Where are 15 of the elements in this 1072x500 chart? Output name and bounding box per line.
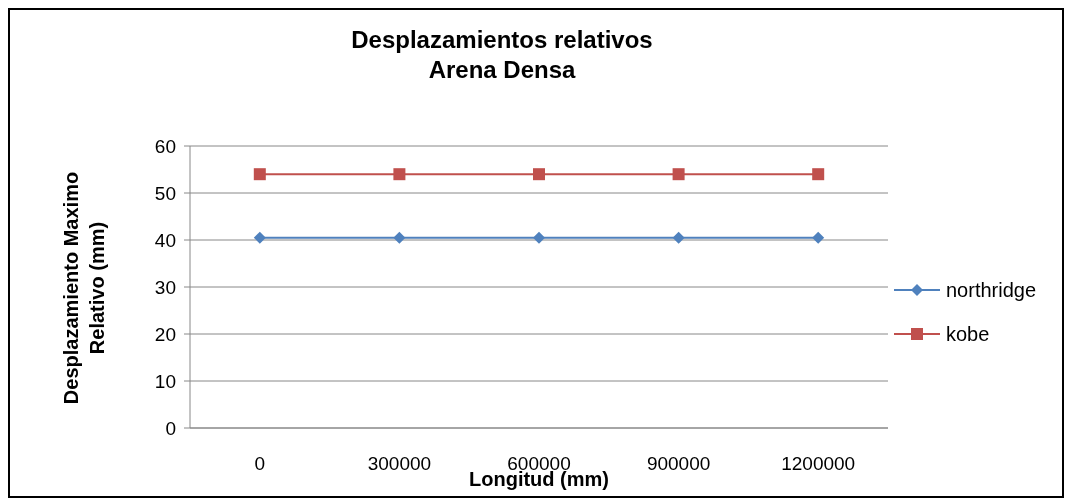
y-tick-label: 20 bbox=[154, 324, 176, 345]
y-tick-label: 60 bbox=[154, 136, 176, 157]
x-tick-label: 900000 bbox=[646, 453, 711, 474]
chart-title: Desplazamientos relativos Arena Densa bbox=[351, 26, 653, 83]
legend-label: northridge bbox=[946, 279, 1037, 301]
x-tick-label: 300000 bbox=[367, 453, 432, 474]
x-tick-label: 0 bbox=[254, 453, 266, 474]
y-tick-label: 0 bbox=[165, 418, 176, 439]
y-tick-label: 50 bbox=[154, 183, 176, 204]
y-tick-label: 30 bbox=[154, 277, 176, 298]
y-axis-title: Desplazamiento Maximo Relativo (mm) bbox=[60, 171, 108, 405]
legend-label: kobe bbox=[946, 323, 990, 345]
x-tick-label: 1200000 bbox=[781, 453, 856, 474]
y-tick-label: 10 bbox=[154, 371, 176, 392]
y-tick-label: 40 bbox=[154, 230, 176, 251]
